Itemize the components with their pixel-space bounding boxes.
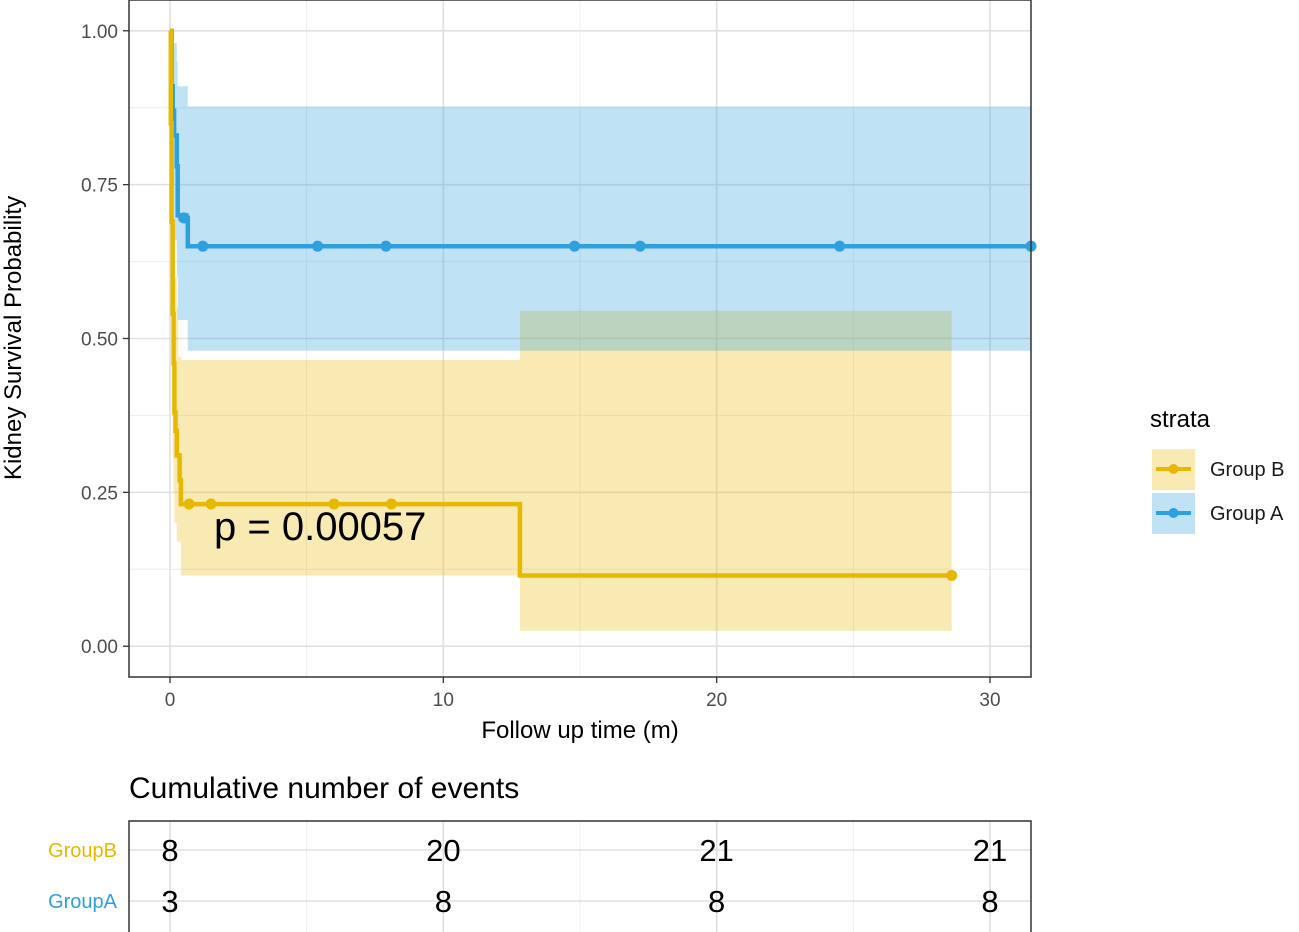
ci-band-group-a [170,30,1031,351]
table-cell-groupa: 3 [161,884,178,919]
table-cells: 8 20 21 21 3 8 8 8 [161,833,1007,919]
table-cell-groupa: 8 [435,884,452,919]
p-value-annotation: p = 0.00057 [214,505,426,549]
table-title: Cumulative number of events [129,772,519,805]
y-tick-label: 0.25 [81,483,118,504]
censor-point-group-b [183,498,195,510]
censor-point-group-b [385,498,397,510]
x-axis-title: Follow up time (m) [481,717,678,744]
y-axis-title: Kidney Survival Probability [0,196,27,480]
table-row-label-groupa: GroupA [48,891,118,913]
censor-point-group-a [178,212,190,224]
confidence-bands [170,30,1031,631]
survival-line-group-b [168,28,952,578]
censor-point-group-b [946,569,958,581]
y-tick-label: 0.00 [81,637,118,658]
legend-label-group-b: Group B [1210,459,1284,481]
censor-point-group-a [834,240,846,252]
x-tick-label: 20 [706,690,727,711]
legend: strata Group B Group A [1150,406,1284,534]
censor-point-group-a [634,240,646,252]
censor-point-group-a [569,240,581,252]
censor-point-group-a [197,240,209,252]
table-cell-groupb: 21 [699,833,733,868]
table-cell-groupa: 8 [708,884,725,919]
censor-point-group-b [205,498,217,510]
table-cell-groupb: 20 [426,833,460,868]
legend-title: strata [1150,406,1211,433]
y-tick-label: 0.75 [81,176,118,197]
x-tick-label: 0 [165,690,176,711]
y-axis-ticks: 0.00 0.25 0.50 0.75 1.00 [81,22,129,658]
censor-point-group-a [312,240,324,252]
cumulative-events-table: Cumulative number of events 8 20 21 21 3 8 8 8 … [48,772,1032,932]
legend-item-group-b: Group B [1152,449,1284,490]
table-row-label-groupb: GroupB [48,840,117,862]
y-tick-label: 1.00 [81,22,118,43]
censor-marks [178,212,1037,581]
table-row-labels: GroupB GroupA [48,840,118,913]
legend-label-group-a: Group A [1210,503,1284,525]
x-tick-label: 10 [433,690,454,711]
legend-point-group-a [1168,508,1179,518]
survival-plot-panel: p = 0.00057 0 10 20 30 0.00 0.25 0.50 0.75 1.00… [0,0,1037,744]
censor-point-group-b [328,498,340,510]
table-border [128,820,1032,932]
x-axis-ticks: 0 10 20 30 [165,677,1001,711]
legend-point-group-b [1168,464,1179,474]
y-tick-label: 0.50 [81,330,118,351]
censor-point-group-a [380,240,392,252]
ci-band-group-b [170,30,952,631]
legend-item-group-a: Group A [1152,493,1284,534]
table-cell-groupb: 8 [161,833,178,868]
x-tick-label: 30 [979,690,1000,711]
table-cell-groupa: 8 [981,884,998,919]
table-gridlines [129,821,1031,932]
table-cell-groupb: 21 [973,833,1007,868]
